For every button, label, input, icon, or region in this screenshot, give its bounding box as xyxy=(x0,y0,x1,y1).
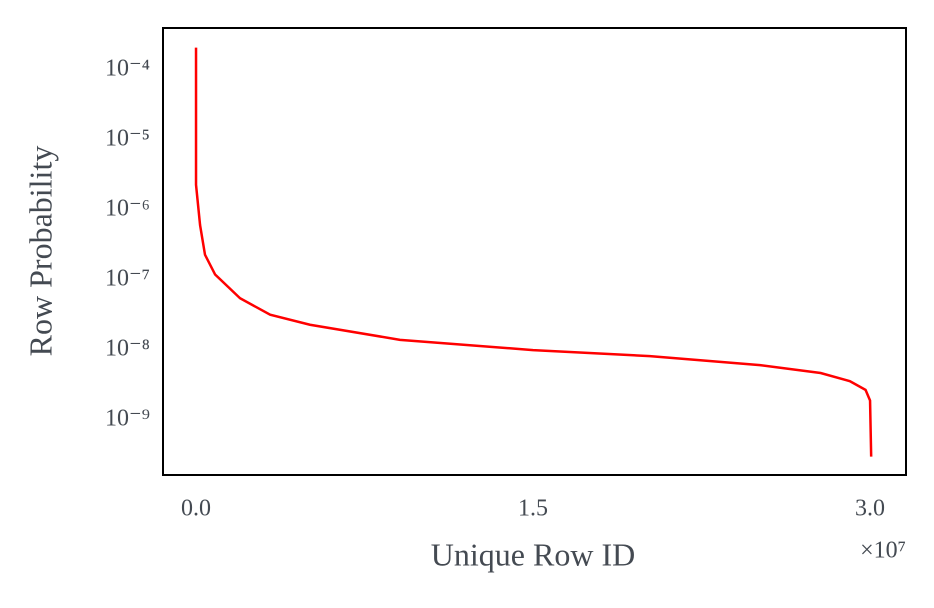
y-tick-label: 10⁻⁸ xyxy=(105,336,150,362)
x-offset-label: ×10⁷ xyxy=(860,538,906,564)
x-tick-label: 3.0 xyxy=(855,496,885,522)
line-series xyxy=(194,47,873,457)
x-tick-label: 0.0 xyxy=(181,496,211,522)
y-tick-label: 10⁻⁵ xyxy=(105,126,150,152)
y-tick-label: 10⁻⁷ xyxy=(105,266,150,292)
y-tick-label: 10⁻⁶ xyxy=(105,196,150,222)
x-axis-label: Unique Row ID xyxy=(431,536,635,572)
x-tick-label: 1.5 xyxy=(518,496,548,522)
plot-frame xyxy=(162,27,907,476)
y-tick-label: 10⁻⁹ xyxy=(105,406,150,432)
y-tick-label: 10⁻⁴ xyxy=(105,56,150,82)
y-axis-label: Row Probability xyxy=(22,146,58,357)
